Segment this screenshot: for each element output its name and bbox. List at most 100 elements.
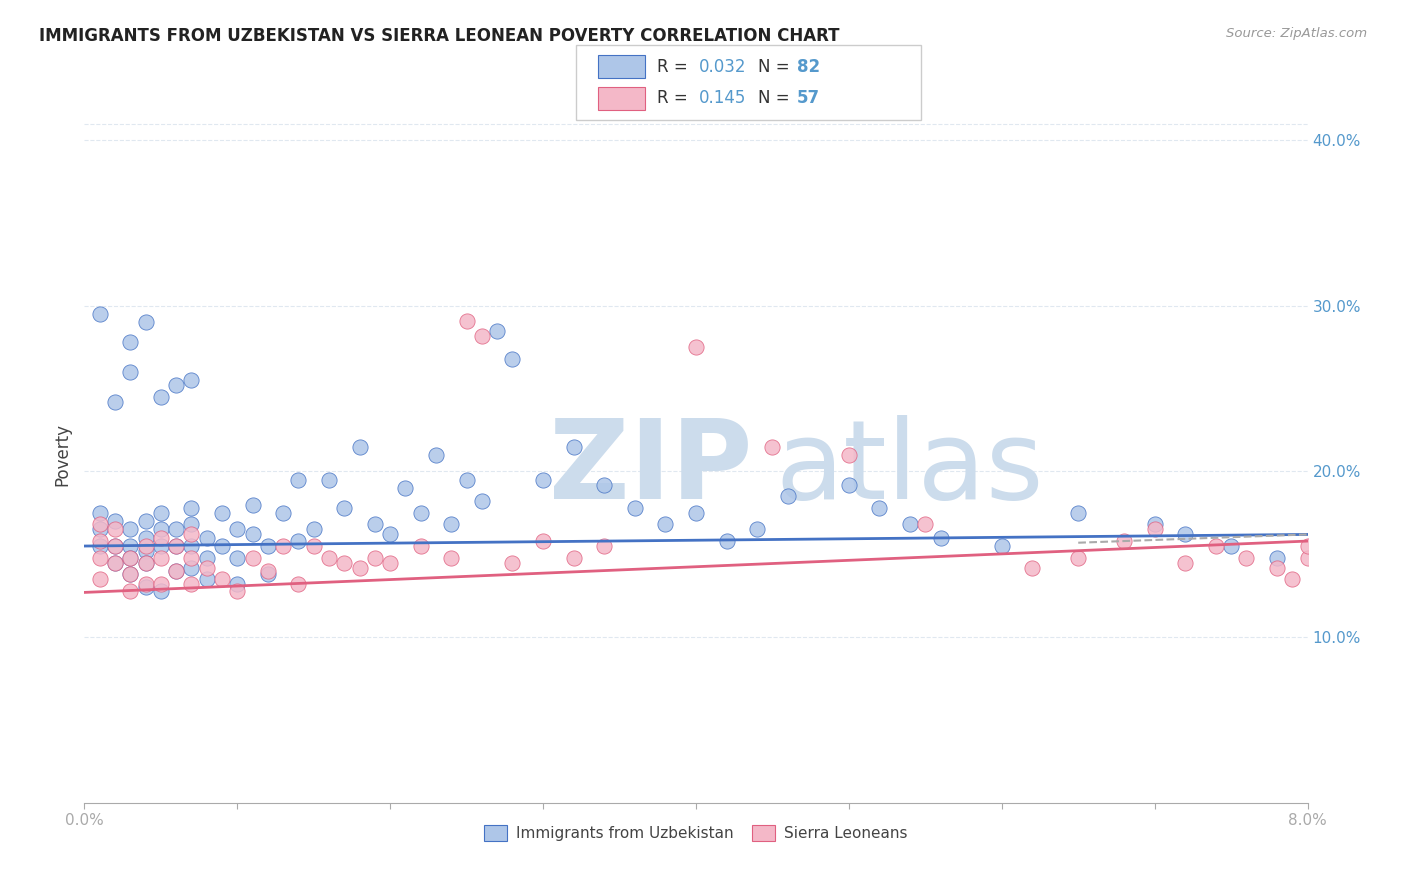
Point (1021, 560, 1043, 574)
Point (747, 523, 769, 537)
Point (135, 544, 157, 558)
Point (838, 448, 860, 462)
Point (991, 539, 1014, 553)
Point (257, 564, 280, 578)
Point (242, 550, 264, 565)
Text: N =: N = (758, 58, 794, 76)
Point (440, 517, 463, 532)
Point (869, 500, 891, 515)
Point (271, 539, 294, 553)
Point (135, 514, 157, 528)
Point (120, 335, 142, 350)
Legend: Immigrants from Uzbekistan, Sierra Leoneans: Immigrants from Uzbekistan, Sierra Leone… (478, 819, 914, 847)
Text: 82: 82 (797, 58, 820, 76)
Point (195, 550, 218, 565)
Point (89, 539, 111, 553)
Point (1296, 550, 1319, 565)
Point (562, 550, 585, 565)
Point (89, 506, 111, 520)
Y-axis label: Poverty: Poverty (53, 424, 72, 486)
Point (89, 523, 111, 537)
Point (120, 539, 142, 553)
Point (409, 506, 432, 520)
Point (1143, 517, 1166, 532)
Point (165, 564, 187, 578)
Point (242, 498, 264, 512)
Point (135, 577, 157, 591)
Point (104, 556, 127, 570)
Point (349, 440, 371, 454)
Point (195, 531, 218, 545)
Point (120, 567, 142, 582)
Point (149, 523, 172, 537)
Point (302, 539, 325, 553)
Point (1067, 550, 1090, 565)
Point (149, 577, 172, 591)
Point (135, 556, 157, 570)
Point (120, 567, 142, 582)
Point (104, 539, 127, 553)
Point (89, 534, 111, 549)
Point (211, 506, 233, 520)
Point (1205, 539, 1227, 553)
Point (257, 567, 280, 582)
Point (929, 531, 952, 545)
Point (195, 560, 218, 574)
Point (180, 500, 202, 515)
Point (593, 477, 616, 491)
Point (135, 581, 157, 595)
Text: R =: R = (657, 89, 693, 107)
Point (1236, 550, 1258, 565)
Point (165, 564, 187, 578)
Point (1174, 556, 1197, 570)
Point (211, 572, 233, 586)
Point (1281, 572, 1303, 586)
Text: N =: N = (758, 89, 794, 107)
Point (562, 440, 585, 454)
Text: 0.145: 0.145 (699, 89, 747, 107)
Point (409, 539, 432, 553)
Point (180, 560, 202, 574)
Text: atlas: atlas (776, 416, 1045, 523)
Point (287, 534, 309, 549)
Point (593, 539, 616, 553)
Text: ZIP: ZIP (550, 416, 752, 523)
Point (149, 583, 172, 598)
Point (120, 365, 142, 379)
Point (531, 534, 554, 549)
Point (226, 550, 249, 565)
Point (1296, 539, 1319, 553)
Point (195, 572, 218, 586)
Point (89, 307, 111, 321)
Text: Source: ZipAtlas.com: Source: ZipAtlas.com (1226, 27, 1367, 40)
Point (120, 550, 142, 565)
Point (135, 315, 157, 329)
Point (180, 577, 202, 591)
Point (1265, 560, 1288, 574)
Point (685, 340, 707, 354)
Point (104, 539, 127, 553)
Point (165, 523, 187, 537)
Point (149, 506, 172, 520)
Point (149, 390, 172, 404)
Point (149, 550, 172, 565)
Point (333, 556, 356, 570)
Point (471, 494, 494, 508)
Point (761, 440, 783, 454)
Text: 0.032: 0.032 (699, 58, 747, 76)
Point (149, 539, 172, 553)
Point (838, 477, 860, 491)
Point (318, 550, 340, 565)
Point (89, 572, 111, 586)
Point (716, 534, 738, 549)
Point (226, 577, 249, 591)
Point (149, 531, 172, 545)
Point (302, 523, 325, 537)
Point (394, 481, 416, 495)
Text: R =: R = (657, 58, 693, 76)
Point (104, 523, 127, 537)
Point (502, 351, 524, 366)
Point (776, 489, 799, 503)
Point (242, 527, 264, 541)
Point (226, 583, 249, 598)
